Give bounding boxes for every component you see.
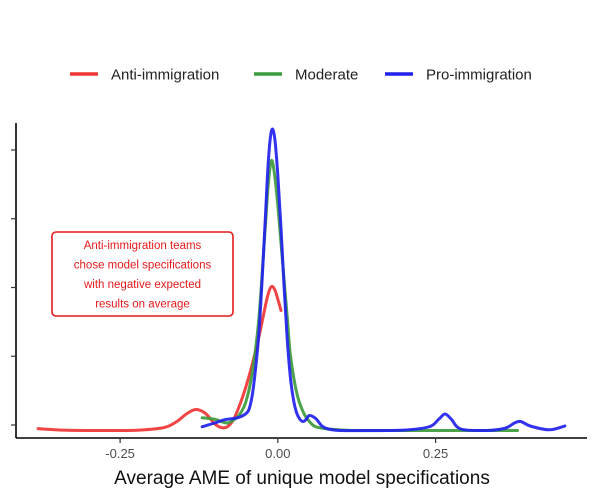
legend-label-anti-immigration: Anti-immigration (111, 67, 219, 84)
legend-label-moderate: Moderate (295, 67, 358, 84)
series-line-moderate (200, 158, 520, 433)
x-tick-label-2: 0.25 (423, 446, 448, 461)
x-axis-label: Average AME of unique model specificatio… (114, 468, 490, 489)
annotation-box (51, 231, 234, 317)
legend: Anti-immigration Moderate Pro-immigratio… (70, 67, 532, 84)
annotation-line-1: Anti-immigration teams (84, 240, 202, 252)
annotation: Anti-immigration teams chose model speci… (51, 231, 234, 317)
x-tick-label-1: 0.00 (265, 446, 290, 461)
series-layer (36, 127, 567, 433)
x-tick-label-0: -0.25 (105, 446, 135, 461)
legend-label-pro-immigration: Pro-immigration (426, 67, 532, 84)
x-ticks: -0.25 0.00 0.25 (105, 438, 448, 461)
annotation-line-2: chose model specifications (74, 260, 212, 272)
annotation-line-3: with negative expected (83, 279, 201, 291)
y-ticks (11, 149, 16, 426)
series-line-anti-immigration (36, 284, 283, 433)
series-line-pro-immigration (200, 127, 567, 433)
annotation-line-4: results on average (95, 299, 190, 311)
